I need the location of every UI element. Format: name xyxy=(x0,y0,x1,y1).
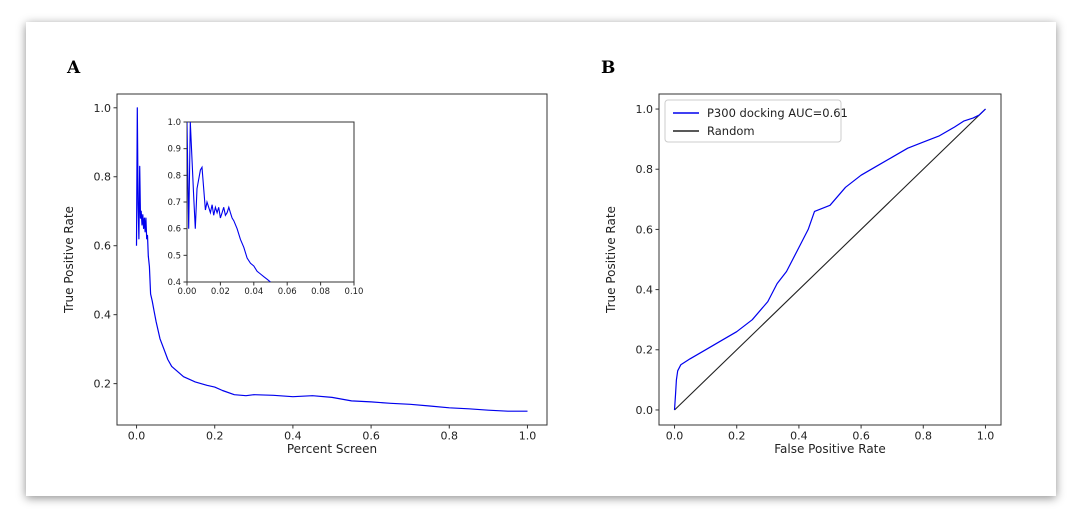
inset-y-tick-label: 0.8 xyxy=(167,171,181,181)
panel-b-y-tick-label: 0.2 xyxy=(636,344,654,357)
panel-b-y-tick-label: 0.4 xyxy=(636,284,654,297)
inset-x-tick-label: 0.10 xyxy=(345,287,364,297)
legend-label-1: Random xyxy=(707,124,755,138)
panel-a-y-tick-label: 0.2 xyxy=(94,378,112,391)
inset-x-tick-label: 0.06 xyxy=(278,287,297,297)
inset-axes-frame xyxy=(186,121,355,283)
random-diagonal-line xyxy=(674,108,986,411)
panel-b-x-tick-label: 0.8 xyxy=(915,430,933,443)
panel-a-y-tick-label: 0.4 xyxy=(94,309,112,322)
panel-b-y-tick-label: 0.0 xyxy=(636,404,654,417)
panel-a-label: A xyxy=(67,58,81,78)
panel-b-x-tick-label: 0.2 xyxy=(728,430,746,443)
panel-b-y-tick-label: 0.8 xyxy=(636,163,654,176)
panel-a-x-tick-label: 1.0 xyxy=(519,430,537,443)
panel-a-series-line xyxy=(135,107,528,412)
panel-a-x-axis-label: Percent Screen xyxy=(287,442,377,456)
panel-b-y-tick-label: 0.6 xyxy=(636,223,654,236)
panel-a-x-tick-label: 0.2 xyxy=(206,430,224,443)
panel-b-x-tick-label: 0.0 xyxy=(666,430,684,443)
panel-a-y-tick-label: 1.0 xyxy=(94,102,112,115)
inset-y-tick-label: 0.5 xyxy=(167,251,181,261)
roc-curve-line xyxy=(673,108,986,411)
panel-b-y-tick-label: 1.0 xyxy=(636,103,654,116)
inset-y-tick-label: 0.9 xyxy=(167,145,181,155)
inset-x-tick-label: 0.04 xyxy=(244,287,263,297)
panel-b-label: B xyxy=(601,58,616,78)
panel-a-x-tick-label: 0.0 xyxy=(128,430,146,443)
inset-series-line xyxy=(187,122,271,282)
panel-b-x-axis-label: False Positive Rate xyxy=(774,442,886,456)
inset-y-tick-label: 0.4 xyxy=(167,278,181,288)
legend-box xyxy=(664,99,842,143)
panel-a-y-axis-label: True Positive Rate xyxy=(62,206,76,314)
inset-y-tick-label: 0.7 xyxy=(167,198,181,208)
panel-a-x-tick-label: 0.8 xyxy=(441,430,459,443)
panel-b-y-axis-label: True Positive Rate xyxy=(604,206,618,314)
inset-x-tick-label: 0.00 xyxy=(178,287,197,297)
inset-y-tick-label: 1.0 xyxy=(167,118,181,128)
inset-y-tick-label: 0.6 xyxy=(167,225,181,235)
panel-a-x-tick-label: 0.4 xyxy=(284,430,302,443)
panel-a-y-tick-label: 0.8 xyxy=(94,171,112,184)
panel-b-x-tick-label: 1.0 xyxy=(977,430,995,443)
panel-a-y-tick-label: 0.6 xyxy=(94,240,112,253)
inset-x-tick-label: 0.08 xyxy=(311,287,330,297)
panel-a-x-tick-label: 0.6 xyxy=(362,430,380,443)
legend-label-0: P300 docking AUC=0.61 xyxy=(707,106,848,120)
panel-b-x-tick-label: 0.4 xyxy=(790,430,808,443)
panel-b-x-tick-label: 0.6 xyxy=(852,430,870,443)
inset-x-tick-label: 0.02 xyxy=(211,287,230,297)
